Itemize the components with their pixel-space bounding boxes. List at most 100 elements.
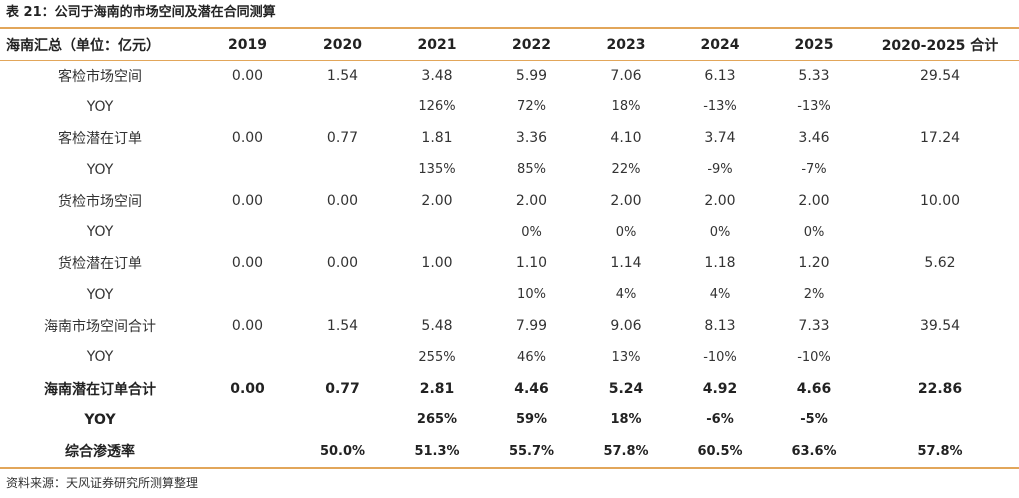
source-note: 资料来源：天风证券研究所测算整理: [6, 476, 199, 490]
table-cell: 0%: [803, 224, 825, 240]
table-cell: 3.36: [515, 130, 548, 147]
data-table: 海南汇总（单位：亿元） 2019 2020 2021 2022 2023 202…: [0, 29, 1019, 467]
table-row: 货检潜在订单 0.00 0.00 1.00 1.10 1.14 1.18 1.20 5.62: [0, 248, 1019, 279]
table-cell: 4%: [709, 287, 731, 303]
table-cell: -5%: [800, 412, 828, 428]
table-cell: [861, 91, 1019, 122]
table-cell: 9.06: [610, 318, 642, 335]
table-row: 客检潜在订单 0.00 0.77 1.81 3.36 4.10 3.74 3.46 17.24: [0, 123, 1019, 154]
table-cell: [390, 216, 484, 247]
table-cell: 1.20: [798, 255, 830, 272]
row-label: 综合渗透率: [65, 444, 135, 461]
table-cell: 13%: [611, 349, 641, 365]
table-row: YOY 10% 4% 4% 2%: [0, 279, 1019, 310]
header-cell-2019: 2019: [228, 36, 267, 53]
table-cell: 7.06: [610, 67, 642, 84]
table-row: YOY 135% 85% 22% -9% -7%: [0, 154, 1019, 185]
table-cell: 5.48: [421, 318, 453, 335]
row-label: YOY: [86, 349, 114, 366]
table-cell: 4.66: [796, 380, 832, 397]
header-cell-2020: 2020: [323, 36, 362, 53]
table-cell: 3.74: [704, 130, 736, 147]
table-cell: 10.00: [919, 192, 961, 209]
table-cell: 8.13: [704, 318, 736, 335]
bottom-rule: [0, 467, 1019, 469]
table-cell: 2.00: [421, 192, 453, 209]
table-cell: [200, 404, 295, 435]
table-cell: 1.10: [515, 255, 548, 272]
table-cell: 1.81: [421, 130, 453, 147]
header-cell-2021: 2021: [417, 36, 457, 53]
table-cell: -6%: [706, 412, 734, 428]
table-cell: [295, 154, 390, 185]
table-cell: 10%: [517, 287, 546, 303]
table-row: YOY 126% 72% 18% -13% -13%: [0, 91, 1019, 122]
row-label: 货检潜在订单: [58, 256, 142, 273]
table-cell: 2.00: [515, 192, 548, 209]
table-cell: 2.00: [610, 192, 642, 209]
row-label: YOY: [86, 98, 114, 115]
table-cell: 265%: [416, 412, 458, 428]
row-label: YOY: [84, 411, 116, 428]
table-cell: -10%: [703, 349, 737, 365]
table-cell: [200, 91, 295, 122]
table-cell: [861, 342, 1019, 373]
table-cell: 3.46: [798, 130, 830, 147]
table-cell: 50.0%: [319, 443, 366, 459]
table-row: 客检市场空间 0.00 1.54 3.48 5.99 7.06 6.13 5.33 29.54: [0, 60, 1019, 91]
table-cell: 1.54: [326, 318, 359, 335]
header-cell-label: 海南汇总（单位：亿元）: [6, 37, 160, 54]
table-cell: 5.24: [608, 380, 644, 397]
row-label: 客检市场空间: [58, 68, 142, 85]
table-cell: [200, 279, 295, 310]
table-cell: [861, 216, 1019, 247]
row-label: 海南潜在订单合计: [44, 381, 156, 398]
table-cell: 57.8%: [917, 443, 963, 459]
table-cell: 2%: [803, 287, 825, 303]
top-rule: [0, 27, 1019, 29]
table-cell: [200, 436, 295, 467]
table-cell: 5.99: [515, 67, 548, 84]
table-cell: [200, 216, 295, 247]
table-cell: [295, 91, 390, 122]
row-label: YOY: [86, 224, 114, 241]
table-cell: 1.18: [704, 255, 736, 272]
row-label: 货检市场空间: [58, 193, 142, 210]
table-cell: [200, 342, 295, 373]
table-cell: 18%: [611, 99, 641, 115]
table-header-row: 海南汇总（单位：亿元） 2019 2020 2021 2022 2023 202…: [0, 29, 1019, 60]
table-cell: 4%: [615, 287, 637, 303]
table-cell: [390, 279, 484, 310]
table-cell: 1.54: [326, 67, 359, 84]
table-cell: 2.81: [419, 380, 455, 397]
table-cell: -7%: [801, 162, 827, 178]
table-cell: 60.5%: [697, 443, 743, 459]
table-cell: 22%: [611, 162, 641, 178]
table-cell: -10%: [797, 349, 831, 365]
table-cell: 5.33: [798, 67, 830, 84]
table-cell: 72%: [517, 99, 546, 115]
table-cell: 1.00: [421, 255, 453, 272]
table-cell: [295, 342, 390, 373]
table-row: YOY 255% 46% 13% -10% -10%: [0, 342, 1019, 373]
table-cell: 59%: [515, 412, 548, 428]
table-cell: 0%: [521, 224, 542, 240]
table-cell: [295, 216, 390, 247]
header-cell-2022: 2022: [512, 36, 551, 53]
header-cell-2024: 2024: [700, 36, 740, 53]
table-cell: 39.54: [919, 318, 961, 335]
table-cell: 4.10: [610, 130, 642, 147]
table-cell: 0.00: [231, 192, 264, 209]
table-cell: 0.77: [326, 130, 359, 147]
table-cell: 46%: [517, 349, 546, 365]
table-cell: 0.00: [326, 255, 359, 272]
table-cell: 2.00: [798, 192, 830, 209]
row-label: YOY: [86, 286, 114, 303]
table-cell: [295, 279, 390, 310]
table-cell: 0%: [615, 224, 637, 240]
table-cell: 55.7%: [508, 443, 555, 459]
header-cell-total: 2020-2025 合计: [881, 37, 999, 54]
table-row: 综合渗透率 50.0% 51.3% 55.7% 57.8% 60.5% 63.6% 57.8%: [0, 436, 1019, 467]
row-label: 海南市场空间合计: [44, 319, 156, 336]
table-row: 海南市场空间合计 0.00 1.54 5.48 7.99 9.06 8.13 7.33 39.5…: [0, 310, 1019, 341]
